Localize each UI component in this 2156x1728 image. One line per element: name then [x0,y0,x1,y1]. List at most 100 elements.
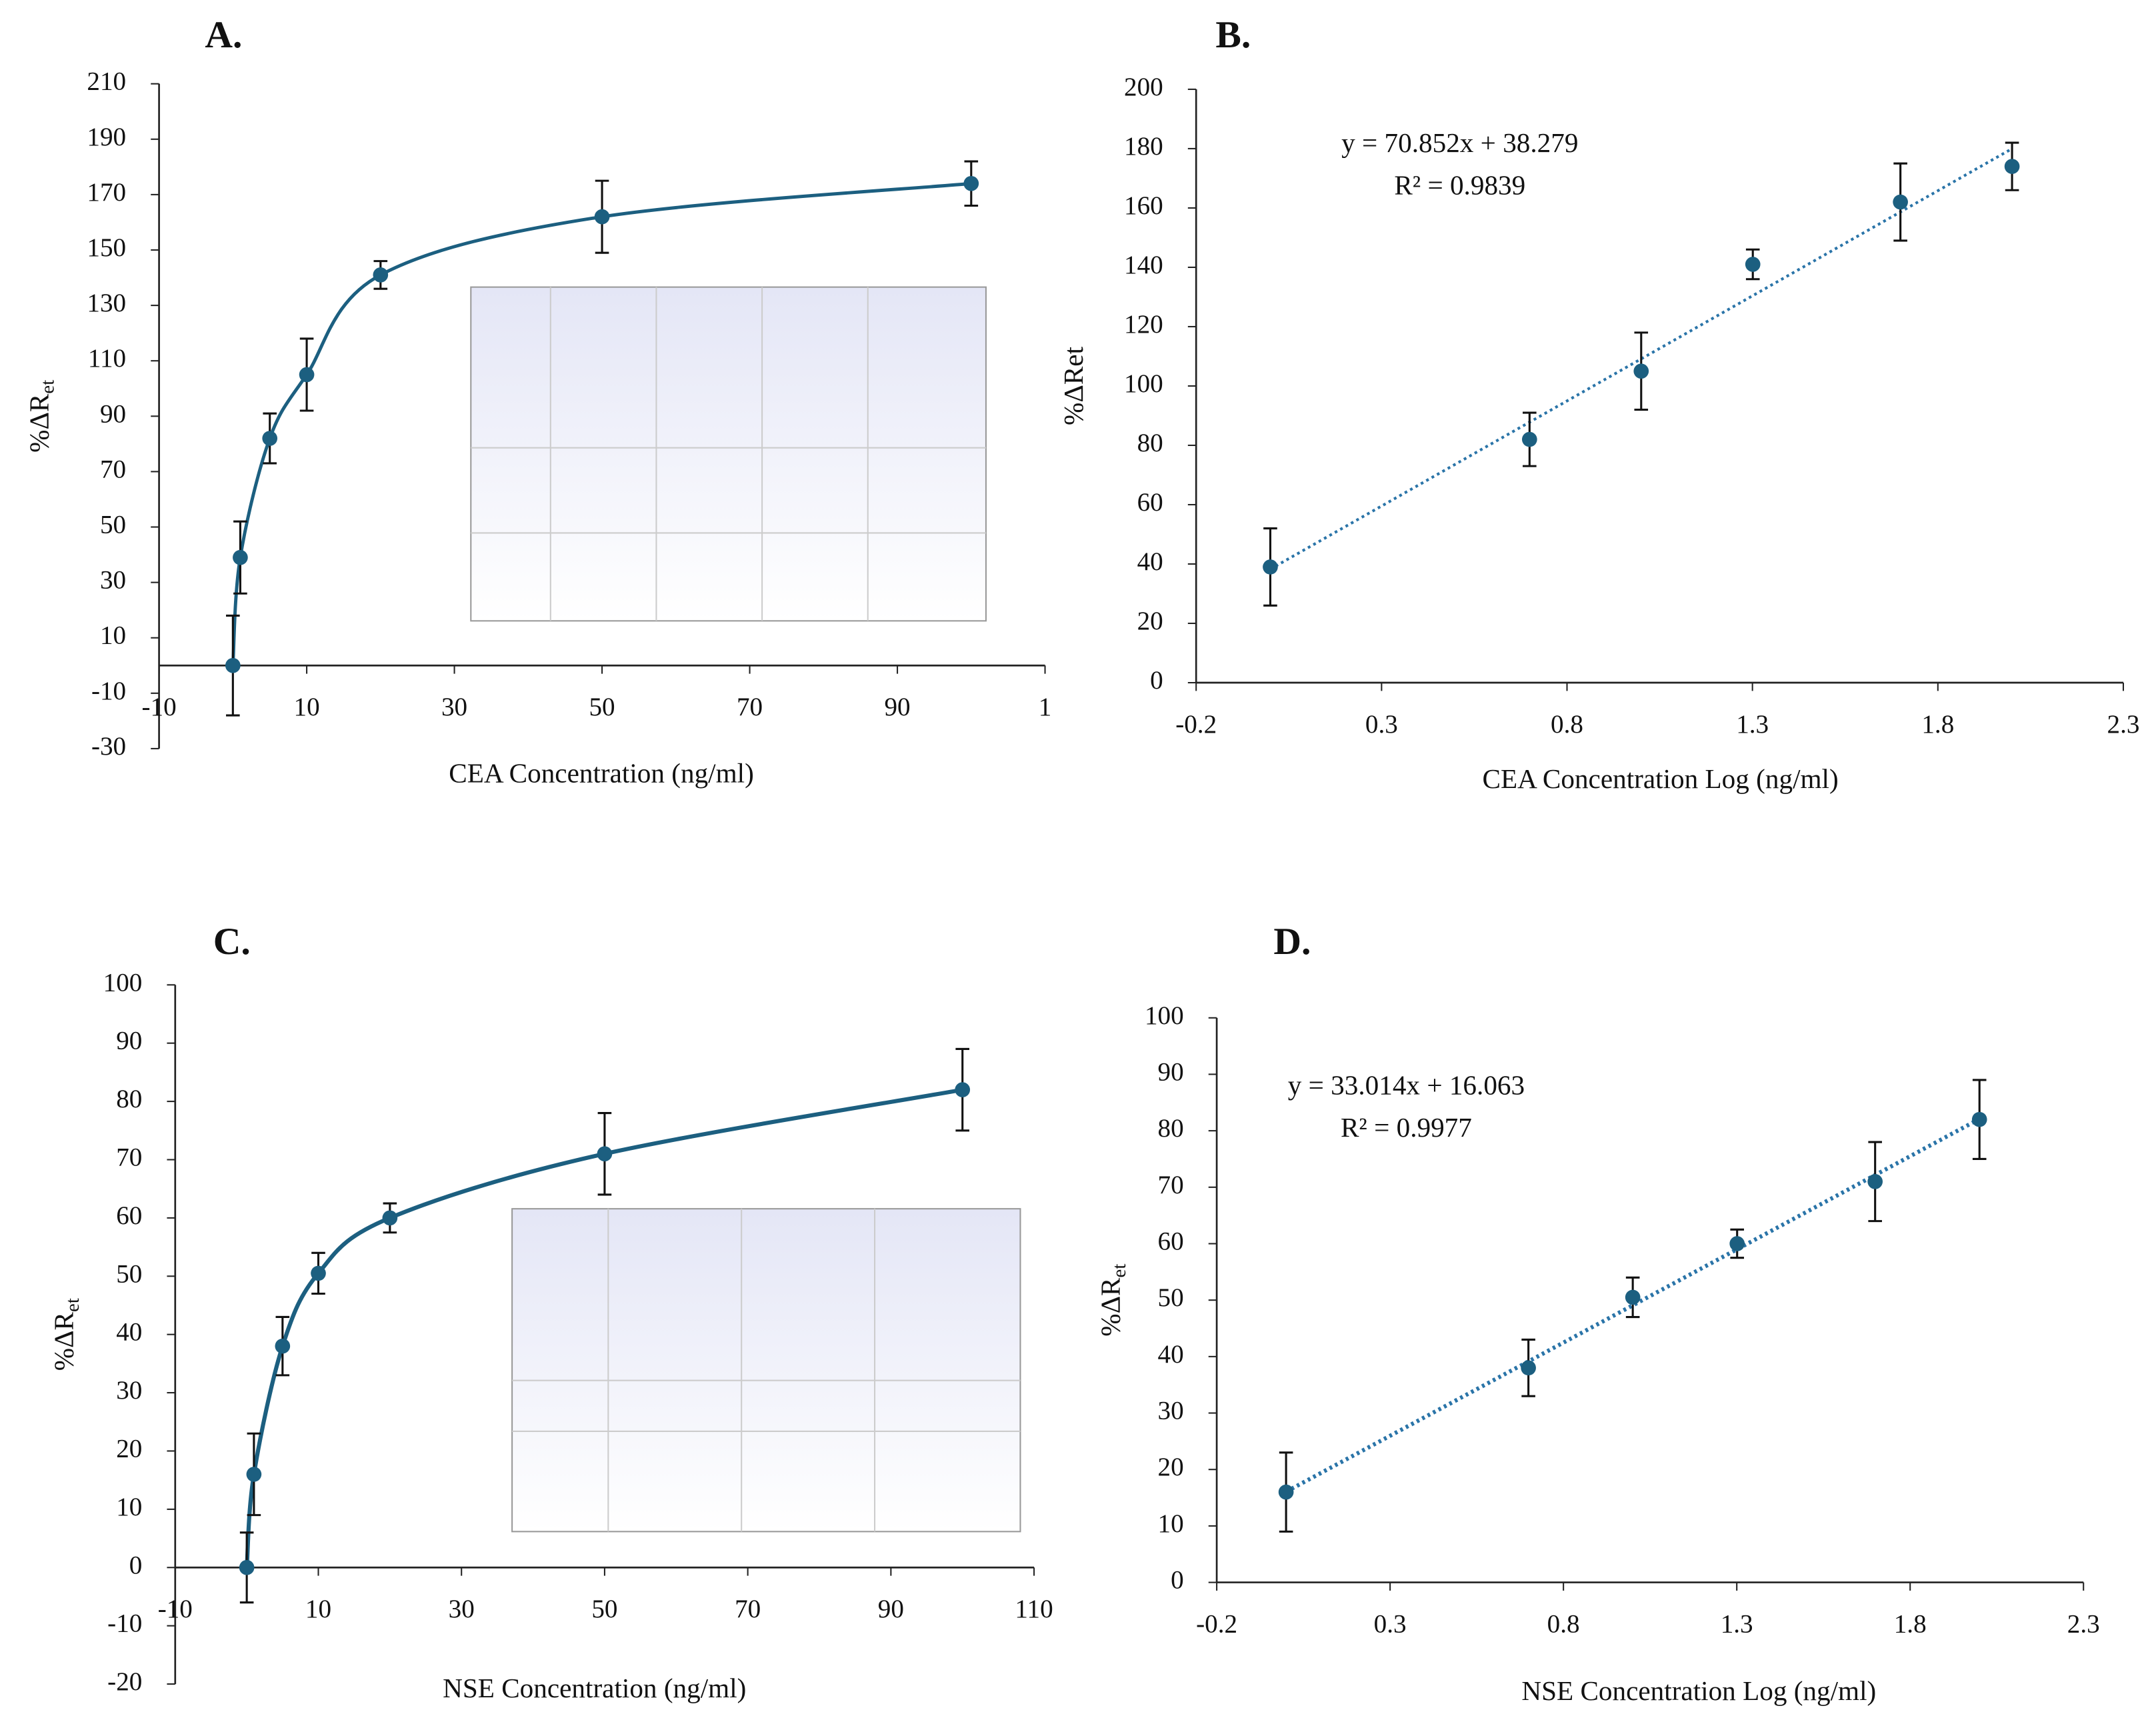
data-point [262,431,278,446]
y-tick-label: 100 [1124,369,1163,398]
y-tick-label: 10 [100,621,126,650]
data-point [1278,1484,1294,1500]
x-tick-label: 1.3 [1721,1610,1753,1639]
y-tick-label: 130 [87,289,126,317]
y-tick-label: 210 [87,67,126,96]
y-tick-label: 50 [1158,1283,1184,1312]
y-tick-label: 70 [116,1143,142,1171]
x-axis-label: NSE Concentration (ng/ml) [443,1673,746,1704]
y-tick-label: 160 [1124,191,1163,220]
y-tick-label: 80 [1158,1114,1184,1143]
x-axis-label: CEA Concentration Log (ng/ml) [1483,763,1839,795]
trendline [1285,1117,1981,1494]
y-tick-label: 0 [1150,666,1163,695]
data-point [373,267,389,283]
y-tick-label: 40 [1137,547,1163,576]
x-tick-label: -0.2 [1175,710,1217,739]
x-tick-label: 50 [589,693,615,721]
x-tick-label: 1.8 [1921,710,1954,739]
x-tick-label: 0.3 [1365,710,1398,739]
data-point [597,1146,613,1162]
y-tick-label: 140 [1124,251,1163,279]
r-squared: R² = 0.9977 [1341,1112,1472,1143]
x-tick-label: 1.3 [1736,710,1769,739]
x-tick-label: 10 [305,1595,331,1623]
y-tick-label: -30 [91,732,126,761]
y-axis-label-main: %ΔR [49,1311,79,1371]
data-point [1633,363,1649,379]
data-point [1867,1174,1883,1189]
trend-equation: y = 70.852x + 38.279 [1341,127,1578,158]
data-point [1521,431,1537,447]
y-axis-label: %ΔRet [1058,346,1089,425]
inset-frame [470,286,987,622]
x-tick-label: 10 [294,693,320,721]
x-tick-label: 1.8 [1894,1610,1927,1639]
y-tick-label: 50 [100,510,126,539]
x-tick-label: 70 [737,693,763,721]
y-tick-label: 0 [129,1551,143,1579]
x-tick-label: 90 [884,693,910,721]
data-point [1729,1236,1745,1251]
y-tick-label: 170 [87,178,126,207]
y-tick-label: 30 [116,1376,142,1405]
x-tick-label: 0.8 [1547,1610,1580,1639]
y-axis-label: %ΔRet [1095,1264,1129,1337]
x-tick-label: 1 [1039,693,1052,721]
data-point [1971,1111,1987,1127]
data-point [1625,1289,1641,1305]
data-point [275,1338,291,1354]
data-point [2004,159,2020,174]
trend-equation: y = 33.014x + 16.063 [1288,1069,1525,1100]
x-tick-label: 0.3 [1374,1610,1407,1639]
y-tick-label: 90 [100,399,126,428]
y-tick-label: -10 [107,1609,142,1638]
data-point [963,175,979,191]
x-tick-label: 30 [449,1595,475,1623]
y-tick-label: 30 [1158,1397,1184,1425]
y-tick-label: 10 [116,1493,142,1521]
y-tick-label: 200 [1124,73,1163,101]
y-tick-label: 120 [1124,310,1163,339]
y-tick-label: 150 [87,233,126,262]
data-point [1745,257,1761,272]
x-tick-label: -10 [142,693,177,721]
y-tick-label: 20 [1137,607,1163,635]
chart-title: A. [205,14,242,56]
x-tick-label: 2.3 [2107,710,2140,739]
x-tick-label: 30 [441,693,467,721]
x-tick-label: 0.8 [1551,710,1583,739]
y-tick-label: 30 [100,566,126,595]
x-tick-label: 2.3 [2067,1610,2100,1639]
y-axis-label-sub: et [37,380,58,394]
inset-a [470,286,987,622]
data-point [594,209,610,225]
chart-title: D. [1273,921,1311,963]
y-axis-label-main: %ΔRet [1058,346,1089,425]
x-tick-label: 90 [878,1595,904,1623]
y-axis-label-sub: et [61,1298,83,1312]
r-squared: R² = 0.9839 [1394,170,1525,201]
data-point [382,1210,398,1226]
y-tick-label: 180 [1124,132,1163,161]
y-tick-label: -10 [91,677,126,705]
y-tick-label: 80 [1137,429,1163,457]
y-tick-label: 60 [116,1201,142,1230]
y-tick-label: 110 [88,344,126,373]
data-point [1893,194,1908,210]
y-tick-label: 60 [1137,488,1163,517]
fit-curve [245,1087,963,1568]
y-tick-label: 20 [1158,1453,1184,1481]
chart-title: C. [213,921,251,963]
data-point [311,1265,326,1281]
inset-frame [511,1208,1021,1533]
x-tick-label: 110 [1015,1595,1053,1623]
fit-curve [231,181,972,666]
inset-grid [471,287,986,621]
data-point [955,1082,971,1097]
data-point [1521,1360,1536,1376]
y-tick-label: 90 [1158,1057,1184,1086]
y-tick-label: 0 [1171,1566,1184,1595]
